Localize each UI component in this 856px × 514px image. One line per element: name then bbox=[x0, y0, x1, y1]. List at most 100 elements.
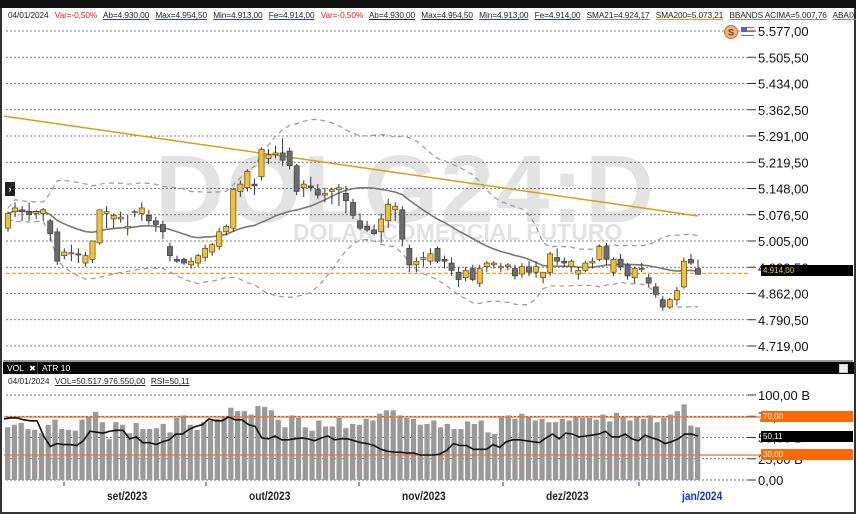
price-axis-label: 5.291,00 bbox=[758, 129, 809, 144]
volume-bar bbox=[322, 426, 329, 480]
candle-body bbox=[321, 192, 328, 196]
candle-body bbox=[631, 268, 638, 279]
info-var: Var=-0,50% bbox=[54, 10, 98, 20]
candle-body bbox=[617, 259, 624, 267]
info-max-2[interactable]: Max=4.954,50 bbox=[421, 10, 473, 20]
candle-body bbox=[533, 266, 539, 273]
candle-body bbox=[19, 209, 25, 212]
info-min[interactable]: Min=4.913,00 bbox=[213, 10, 263, 20]
price-axis-label: 5.219,50 bbox=[758, 155, 809, 170]
info-close[interactable]: Fe=4.914,00 bbox=[268, 10, 315, 20]
candle-body bbox=[131, 211, 138, 214]
candle-body bbox=[167, 246, 173, 256]
volume-bar bbox=[498, 416, 505, 480]
volume-bar bbox=[255, 406, 261, 480]
info-min-2[interactable]: Min=4.913,00 bbox=[479, 10, 529, 20]
us-flag-icon bbox=[741, 29, 754, 30]
volume-bar bbox=[634, 417, 640, 480]
time-axis-label: set/2023 bbox=[107, 489, 148, 503]
candle-body bbox=[293, 165, 300, 192]
volume-bar bbox=[5, 427, 11, 480]
volume-bar bbox=[397, 415, 403, 480]
us-flag-icon bbox=[741, 27, 754, 28]
volume-axis-label: 100,00 B bbox=[758, 388, 810, 403]
price-axis-label: 4.719,00 bbox=[758, 339, 809, 354]
candle-body bbox=[434, 248, 441, 262]
info-max[interactable]: Max=4.954,50 bbox=[155, 10, 207, 20]
candle-body bbox=[427, 253, 434, 262]
info-open-2[interactable]: Ab=4.930,00 bbox=[368, 10, 416, 20]
candle-body bbox=[159, 224, 166, 233]
last-price-tag: 4.914,00 bbox=[761, 265, 853, 276]
candle-body bbox=[681, 260, 687, 288]
close-icon[interactable]: ✖ bbox=[29, 364, 36, 373]
rsi-value-tag: 50,11 bbox=[761, 431, 853, 442]
candle-body bbox=[40, 209, 47, 214]
candle-body bbox=[568, 260, 575, 267]
window-top-bar bbox=[0, 0, 856, 8]
tab-vol[interactable]: VOL ✖ bbox=[3, 362, 40, 374]
volume-bar bbox=[153, 428, 160, 480]
volume-bar bbox=[525, 417, 532, 480]
volume-bar bbox=[241, 411, 248, 480]
volume-bar bbox=[674, 411, 680, 480]
volume-bar bbox=[620, 417, 626, 480]
volume-bar bbox=[18, 423, 24, 480]
info-close-2[interactable]: Fe=4.914,00 bbox=[534, 10, 581, 20]
info-open[interactable]: Ab=4.930,00 bbox=[102, 10, 150, 20]
candle-body bbox=[497, 266, 504, 269]
volume-bar bbox=[593, 419, 599, 480]
volume-bar bbox=[539, 418, 545, 480]
candle-body bbox=[61, 251, 68, 256]
candle-body bbox=[96, 209, 103, 244]
volume-bar bbox=[573, 417, 579, 480]
candle-body bbox=[174, 259, 180, 262]
candle-body bbox=[695, 268, 701, 275]
price-axis-label: 5.148,00 bbox=[758, 182, 809, 197]
candle-body bbox=[512, 268, 518, 277]
maximize-panel-icon[interactable] bbox=[839, 364, 848, 373]
candle-body bbox=[469, 268, 476, 280]
candle-body bbox=[659, 299, 666, 308]
candle-body bbox=[589, 260, 596, 264]
rsi-lower-tag: 30,00 bbox=[761, 449, 853, 460]
rsi-line bbox=[3, 416, 699, 456]
volume-bar bbox=[275, 419, 281, 480]
candle-body bbox=[610, 259, 617, 273]
candle-body bbox=[216, 231, 223, 247]
volume-bar bbox=[681, 404, 687, 480]
volume-bar bbox=[262, 406, 268, 480]
candle-body bbox=[504, 264, 511, 267]
candle-body bbox=[666, 299, 673, 308]
volume-axis-label: 0,00 bbox=[758, 473, 783, 488]
candle-body bbox=[265, 154, 272, 159]
volume-bar bbox=[329, 426, 335, 480]
volume-bar bbox=[383, 410, 390, 480]
time-axis-label: nov/2023 bbox=[402, 489, 446, 503]
info-sma21[interactable]: SMA21=4.924,17 bbox=[586, 10, 650, 20]
volume-bar bbox=[546, 422, 552, 480]
volume-bar bbox=[532, 420, 538, 480]
volume-bar bbox=[600, 414, 606, 480]
info-bbands-upper[interactable]: BBANDS ACIMA=5.007,76 bbox=[729, 10, 827, 20]
info-var-2: Var=-0,50% bbox=[320, 10, 364, 20]
sub-info-rsi[interactable]: RSI=50,11 bbox=[150, 376, 190, 386]
sub-info-vol[interactable]: VOL=50.517.976.550,00 bbox=[54, 376, 146, 386]
tab-atr[interactable]: ATR 10 bbox=[37, 362, 74, 374]
candle-body bbox=[117, 216, 124, 220]
info-bbands-lower[interactable]: ABAIXO=4. bbox=[832, 10, 856, 20]
price-axis-label: 5.505,50 bbox=[758, 50, 809, 65]
volume-bar bbox=[187, 424, 193, 480]
expand-panel-button[interactable]: › bbox=[5, 182, 15, 196]
volume-bar bbox=[79, 419, 85, 480]
candle-body bbox=[110, 215, 117, 220]
tab-vol-label: VOL bbox=[7, 363, 24, 373]
candle-body bbox=[575, 270, 582, 275]
volume-bar bbox=[640, 418, 647, 480]
info-sma200[interactable]: SMA200=5.073,21 bbox=[655, 10, 724, 20]
candle-body bbox=[448, 262, 455, 271]
candle-body bbox=[258, 148, 265, 178]
volume-bar bbox=[431, 420, 437, 480]
candle-body bbox=[124, 226, 131, 229]
